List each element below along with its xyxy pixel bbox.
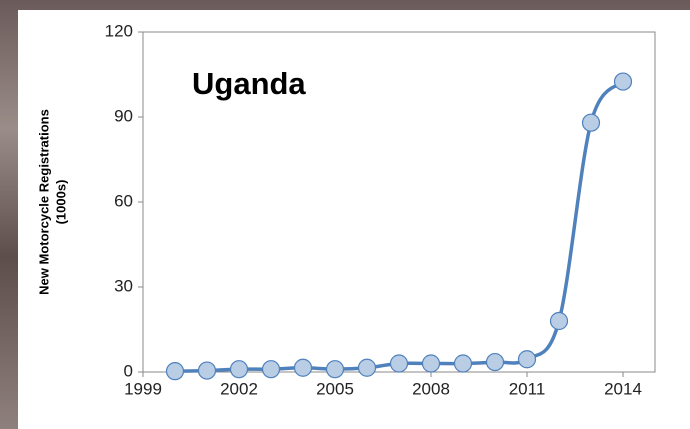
data-point [325, 360, 345, 379]
chart-title: Uganda [192, 66, 306, 101]
data-point [293, 358, 313, 377]
data-point [165, 362, 185, 381]
data-point [613, 72, 633, 91]
panel [18, 10, 690, 429]
y-tick-label: 30 [114, 276, 133, 295]
y-axis-label: (1000s) [53, 180, 68, 225]
data-point [581, 113, 601, 132]
data-point [389, 354, 409, 373]
y-tick-label: 60 [114, 191, 133, 210]
x-tick-label: 2005 [316, 379, 354, 398]
y-tick-label: 120 [105, 21, 133, 40]
x-tick-label: 2002 [220, 379, 258, 398]
y-axis-label: New Motorcycle Registrations [36, 109, 51, 295]
data-point [517, 350, 537, 369]
data-point [485, 352, 505, 372]
data-point [261, 360, 281, 379]
y-tick-label: 0 [124, 361, 133, 380]
series-line [174, 80, 625, 373]
data-point [197, 361, 217, 380]
y-tick-label: 90 [114, 106, 133, 125]
x-tick-label: 2014 [604, 379, 642, 398]
x-tick-label: 2011 [509, 379, 546, 398]
data-point [229, 360, 249, 379]
data-point [357, 358, 377, 377]
x-tick-label: 2008 [412, 379, 450, 398]
x-tick-label: 1999 [124, 379, 162, 398]
data-point [421, 354, 441, 373]
data-point [549, 311, 569, 331]
data-point [453, 354, 473, 373]
